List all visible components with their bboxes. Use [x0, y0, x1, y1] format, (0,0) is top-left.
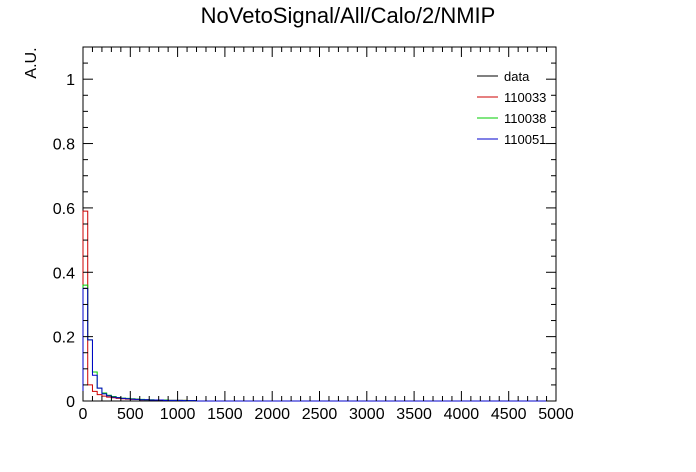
y-tick-label: 0.2: [53, 330, 75, 347]
x-tick-label: 2000: [254, 406, 290, 423]
legend-label-110033: 110033: [504, 90, 546, 105]
axis-ticks: [82, 46, 557, 402]
axis-tick-labels: 0 500 1000 1500 2000 2500 3000 3500 4000 4500 5000…: [53, 72, 574, 423]
x-tick-label: 1000: [160, 406, 196, 423]
x-tick-label: 3500: [396, 406, 432, 423]
legend-label-110038: 110038: [504, 111, 546, 126]
x-tick-label: 1500: [207, 406, 243, 423]
y-tick-label: 0: [66, 394, 75, 411]
legend: data 110033 110038 110051: [477, 69, 546, 147]
x-tick-label: 4000: [444, 406, 480, 423]
legend-label-data: data: [504, 69, 530, 84]
y-tick-label: 0.8: [53, 137, 75, 154]
x-tick-label: 2500: [302, 406, 338, 423]
x-tick-label: 3000: [349, 406, 385, 423]
plot-frame: [82, 46, 557, 402]
y-axis-label: A.U.: [23, 47, 40, 78]
series-line-110038: [82, 284, 556, 402]
x-tick-label: 5000: [538, 406, 574, 423]
x-tick-label: 0: [79, 406, 88, 423]
series-line-110033: [82, 210, 556, 402]
histogram-series-group: [82, 210, 556, 402]
series-line-110051: [82, 287, 556, 402]
y-tick-label: 0.6: [53, 201, 75, 218]
chart-title: NoVetoSignal/All/Calo/2/NMIP: [201, 3, 496, 28]
y-tick-label: 1: [66, 72, 75, 89]
x-tick-label: 4500: [491, 406, 527, 423]
legend-label-110051: 110051: [504, 132, 546, 147]
y-tick-label: 0.4: [53, 265, 75, 282]
x-tick-label: 500: [117, 406, 144, 423]
